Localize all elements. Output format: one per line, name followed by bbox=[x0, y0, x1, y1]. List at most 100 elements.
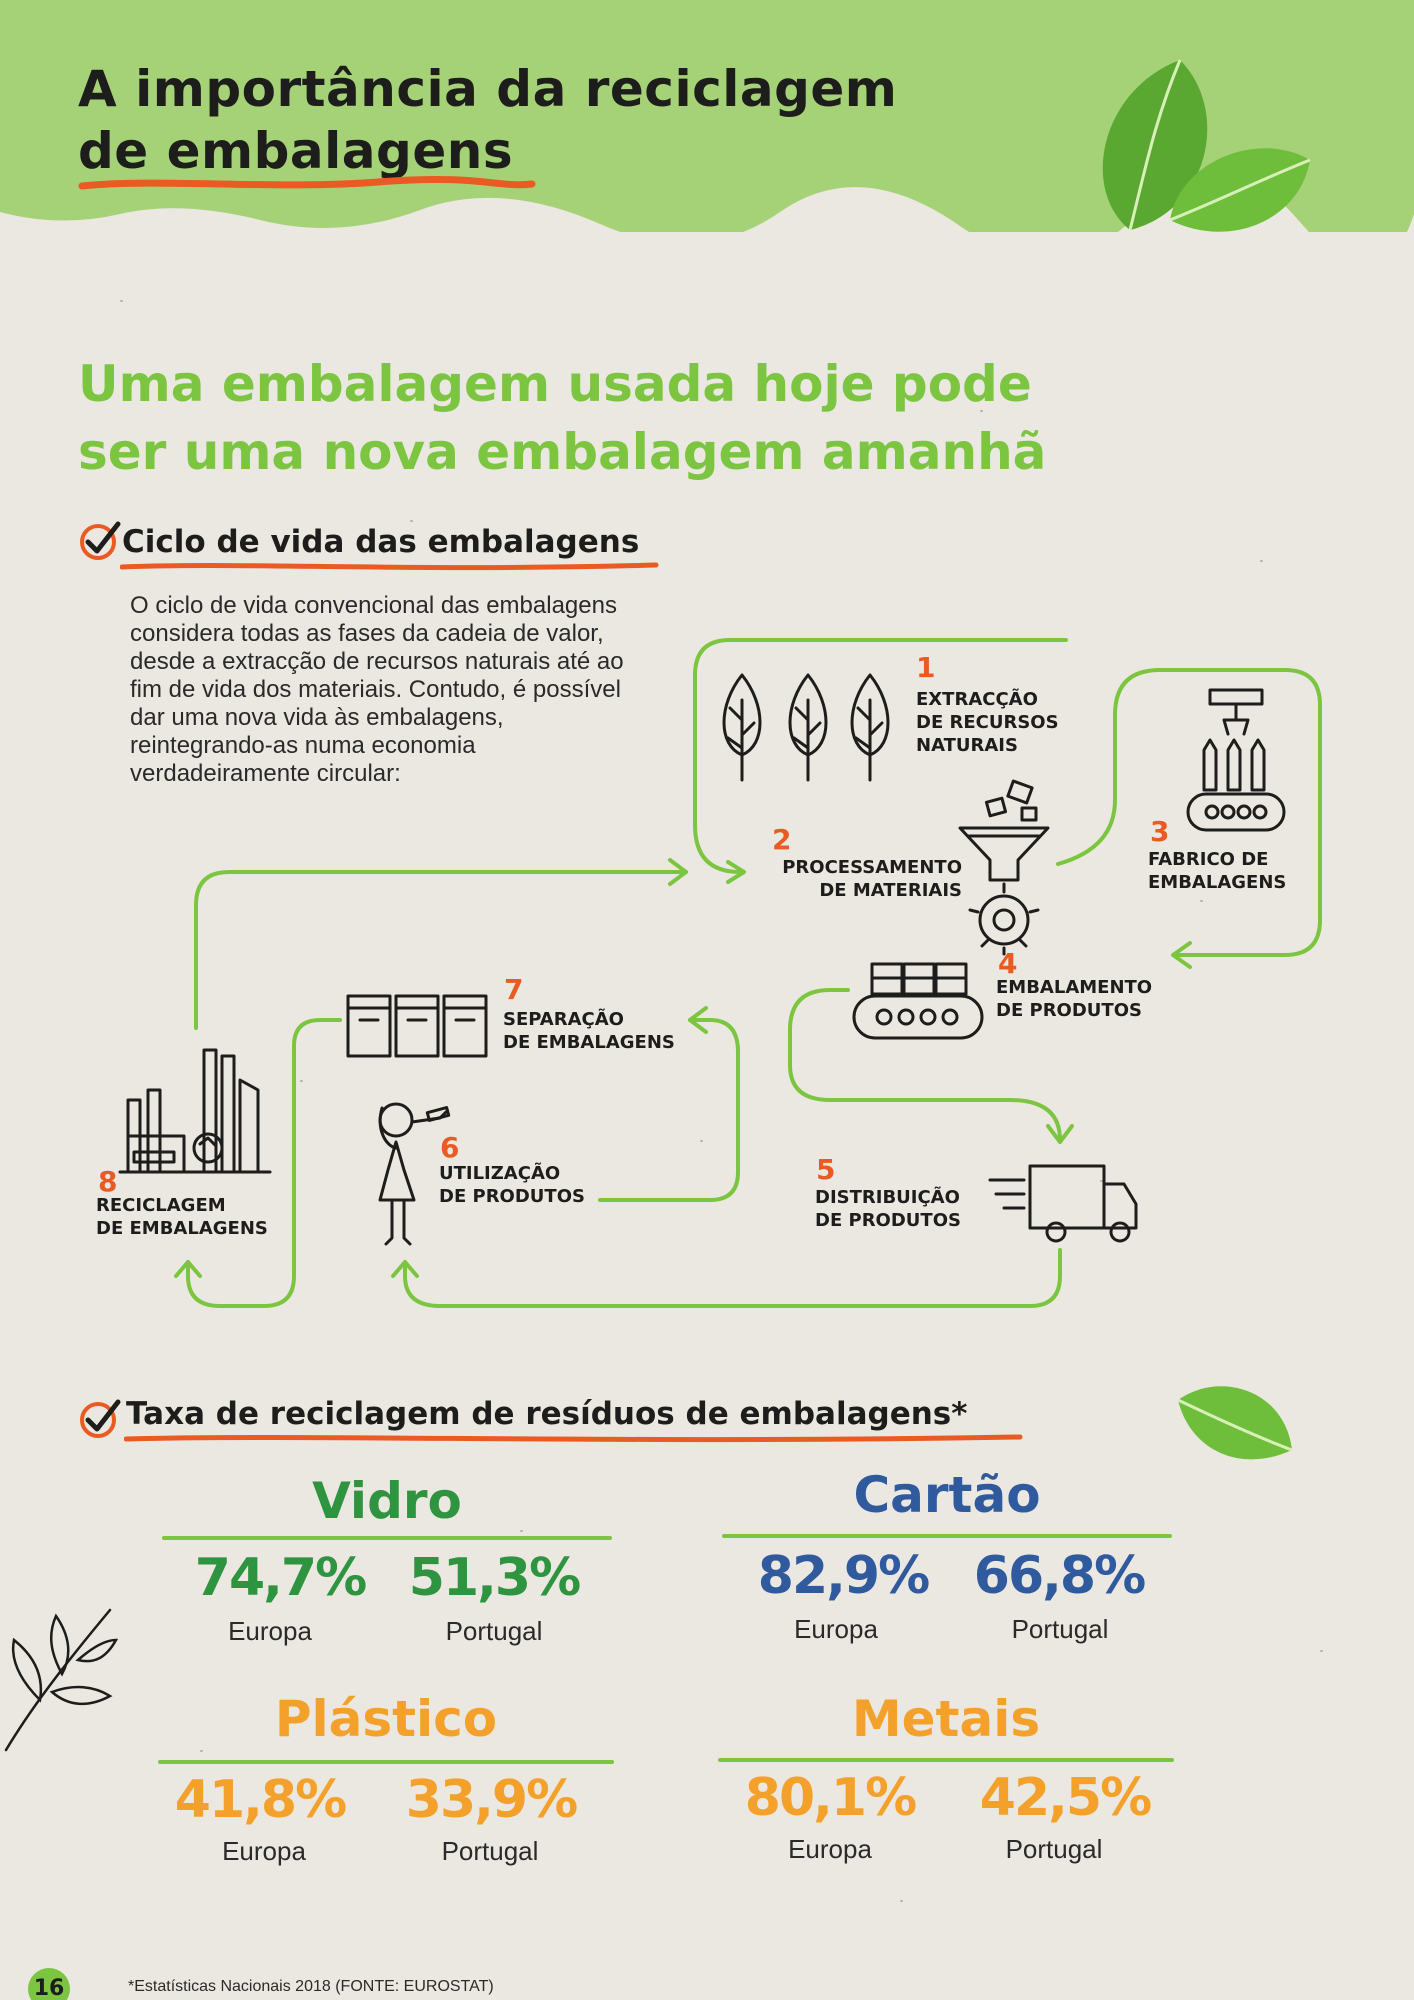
glass-portugal-label: Portugal bbox=[445, 1616, 543, 1646]
stage-7-label-line1: SEPARAÇÃO bbox=[503, 1009, 624, 1030]
stage-8-label: RECICLAGEM DE EMBALAGENS bbox=[96, 1194, 268, 1240]
material-divider bbox=[718, 1758, 1174, 1762]
plastic-portugal-label: Portugal bbox=[441, 1836, 539, 1866]
cycle-section-title: Ciclo de vida das embalagens bbox=[122, 524, 640, 560]
branch-sketch-icon bbox=[4, 1608, 119, 1752]
material-name-cardboard: Cartão bbox=[853, 1466, 1041, 1524]
plastic-portugal-rate: 33,9% bbox=[405, 1770, 578, 1830]
leaf-icon bbox=[1169, 148, 1311, 232]
stage-2-label-line2: DE MATERIAIS bbox=[819, 880, 962, 901]
recycling-factory-icon bbox=[118, 1048, 272, 1174]
stage-5-label-line1: DISTRIBUIÇÃO bbox=[815, 1187, 960, 1208]
connector-6-7 bbox=[598, 1018, 740, 1202]
page-title-line2: de embalagens bbox=[78, 122, 514, 180]
footnote: *Estatísticas Nacionais 2018 (FONTE: EUR… bbox=[128, 1978, 494, 1995]
metals-portugal-label: Portugal bbox=[1005, 1834, 1103, 1864]
stage-7-label-line2: DE EMBALAGENS bbox=[503, 1032, 675, 1053]
stage-1-label-line1: EXTRACÇÃO bbox=[916, 689, 1038, 710]
bottling-machine-icon bbox=[1186, 688, 1286, 832]
stage-1-label: EXTRACÇÃO DE RECURSOS NATURAIS bbox=[916, 688, 1059, 757]
stage-4-label-line1: EMBALAMENTO bbox=[996, 977, 1153, 998]
arrowhead bbox=[391, 1260, 419, 1278]
stage-6-label-line1: UTILIZAÇÃO bbox=[439, 1163, 561, 1184]
stage-5-number: 5 bbox=[816, 1153, 836, 1186]
stage-3-number: 3 bbox=[1150, 815, 1170, 848]
material-divider bbox=[158, 1760, 614, 1764]
life-cycle-diagram bbox=[118, 638, 1322, 1308]
page-number: 16 bbox=[28, 1968, 70, 2000]
trees-icon bbox=[722, 673, 890, 782]
person-drinking-icon bbox=[378, 1102, 451, 1246]
conveyor-boxes-icon bbox=[852, 962, 984, 1040]
page-title-line1: A importância da reciclagem bbox=[78, 60, 898, 118]
arrowhead bbox=[1046, 1124, 1074, 1144]
stage-6-label: UTILIZAÇÃO DE PRODUTOS bbox=[439, 1162, 585, 1208]
stage-4-label: EMBALAMENTO DE PRODUTOS bbox=[996, 976, 1152, 1022]
leaf-icon bbox=[1102, 59, 1208, 231]
connector-8-2 bbox=[194, 870, 688, 1030]
stage-2-label-line1: PROCESSAMENTO bbox=[782, 857, 962, 878]
material-name-glass: Vidro bbox=[312, 1472, 462, 1530]
material-name-plastic: Plástico bbox=[274, 1690, 498, 1748]
cycle-intro-text: O ciclo de vida convencional das embalag… bbox=[130, 592, 624, 787]
arrowhead bbox=[668, 858, 688, 886]
stage-8-number: 8 bbox=[98, 1165, 118, 1198]
stage-6-label-line2: DE PRODUTOS bbox=[439, 1186, 585, 1207]
processing-funnel-icon bbox=[958, 779, 1050, 956]
cardboard-portugal-label: Portugal bbox=[1011, 1614, 1109, 1644]
subtitle: Uma embalagem usada hoje pode ser uma no… bbox=[78, 350, 1138, 486]
rates-section-title: Taxa de reciclagem de resíduos de embala… bbox=[126, 1396, 968, 1432]
metals-europe-rate: 80,1% bbox=[744, 1768, 917, 1828]
stage-3-label-line2: EMBALAGENS bbox=[1148, 872, 1287, 893]
arrowhead bbox=[174, 1260, 202, 1278]
plastic-europe-label: Europa bbox=[222, 1836, 306, 1866]
metals-europe-label: Europa bbox=[788, 1834, 872, 1864]
stage-4-number: 4 bbox=[998, 947, 1018, 980]
material-name-metals: Metais bbox=[851, 1690, 1041, 1748]
title-brush-underline bbox=[78, 176, 536, 190]
arrowhead bbox=[688, 1006, 708, 1034]
stage-8-label-line1: RECICLAGEM bbox=[96, 1195, 226, 1216]
cardboard-europe-rate: 82,9% bbox=[757, 1546, 930, 1606]
glass-portugal-rate: 51,3% bbox=[408, 1548, 581, 1608]
leaves-decoration bbox=[1102, 59, 1311, 232]
stage-7-number: 7 bbox=[504, 973, 524, 1006]
leaf-icon bbox=[1177, 1386, 1293, 1460]
stage-6-number: 6 bbox=[440, 1131, 460, 1164]
glass-europe-label: Europa bbox=[228, 1616, 312, 1646]
stage-7-label: SEPARAÇÃO DE EMBALAGENS bbox=[503, 1008, 675, 1054]
metals-portugal-rate: 42,5% bbox=[979, 1768, 1152, 1828]
stage-2-label: PROCESSAMENTO DE MATERIAIS bbox=[770, 856, 962, 902]
arrowhead bbox=[726, 860, 746, 884]
subtitle-line1: Uma embalagem usada hoje pode bbox=[78, 355, 1032, 413]
check-icon bbox=[80, 1399, 121, 1438]
glass-europe-rate: 74,7% bbox=[194, 1548, 367, 1608]
material-divider bbox=[162, 1536, 612, 1540]
header-torn-edge bbox=[0, 172, 1414, 232]
section-brush-underline bbox=[120, 562, 659, 571]
page-title: A importância da reciclagem de embalagen… bbox=[78, 58, 978, 182]
material-divider bbox=[722, 1534, 1172, 1538]
section-brush-underline bbox=[124, 1434, 1023, 1443]
stage-1-number: 1 bbox=[916, 651, 936, 684]
stage-8-label-line2: DE EMBALAGENS bbox=[96, 1218, 268, 1239]
stage-5-label: DISTRIBUIÇÃO DE PRODUTOS bbox=[815, 1186, 961, 1232]
stage-4-label-line2: DE PRODUTOS bbox=[996, 1000, 1142, 1021]
connector-5-6 bbox=[403, 1248, 1062, 1308]
recycling-bins-icon bbox=[346, 994, 488, 1058]
stage-2-number: 2 bbox=[772, 823, 792, 856]
subtitle-line2: ser uma nova embalagem amanhã bbox=[78, 423, 1047, 481]
stage-3-label-line1: FABRICO DE bbox=[1148, 849, 1269, 870]
stage-1-label-line3: NATURAIS bbox=[916, 735, 1018, 756]
connector-4-5 bbox=[788, 988, 1062, 1142]
plastic-europe-rate: 41,8% bbox=[174, 1770, 347, 1830]
cardboard-europe-label: Europa bbox=[794, 1614, 878, 1644]
stage-3-label: FABRICO DE EMBALAGENS bbox=[1148, 848, 1286, 894]
connector-7-8 bbox=[186, 1018, 342, 1308]
check-icon bbox=[80, 521, 121, 560]
arrowhead bbox=[1171, 941, 1192, 969]
connector-2-3 bbox=[1056, 668, 1322, 957]
delivery-truck-icon bbox=[988, 1164, 1138, 1243]
stage-5-label-line2: DE PRODUTOS bbox=[815, 1210, 961, 1231]
connector-1-2 bbox=[693, 638, 1068, 874]
